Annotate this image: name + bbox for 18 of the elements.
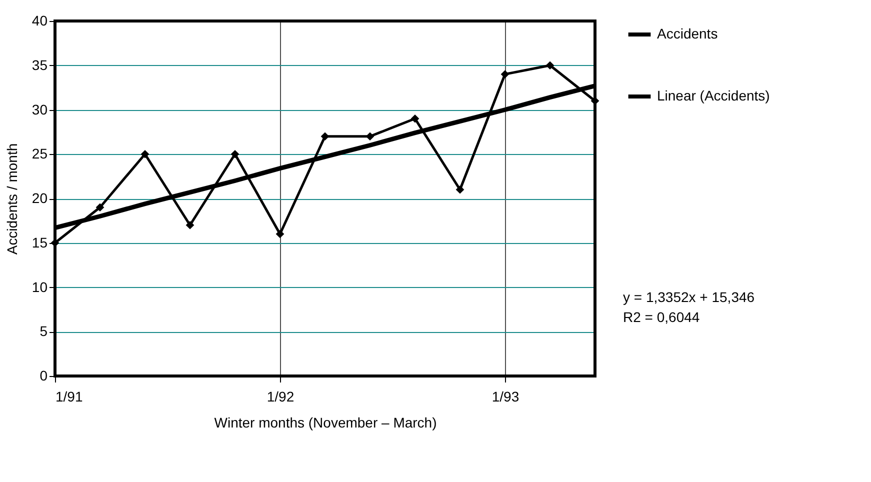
y-tick-label: 15 (32, 234, 48, 250)
text: R2 = 0,6044 (623, 309, 700, 325)
text: y = 1,3352x + 15,346 (623, 289, 755, 305)
y-tick-label: 40 (32, 12, 48, 28)
x-tick-label: 1/91 (56, 388, 83, 404)
legend-label: Accidents (657, 26, 718, 42)
x-tick-label: 1/92 (266, 388, 294, 404)
legend-label: Linear (Accidents) (657, 88, 770, 104)
x-tick-label: 1/93 (492, 388, 520, 404)
y-tick-label: 25 (32, 146, 48, 162)
y-tick-label: 20 (32, 190, 48, 206)
y-axis-title: Accidents / month (4, 143, 20, 255)
y-tick-label: 0 (40, 368, 48, 384)
y-tick-label: 5 (40, 323, 48, 340)
y-tick-label: 30 (32, 101, 48, 118)
y-tick-label: 10 (32, 278, 48, 295)
x-axis-title: Winter months (November – March) (214, 414, 437, 430)
y-tick-label: 35 (32, 56, 48, 73)
